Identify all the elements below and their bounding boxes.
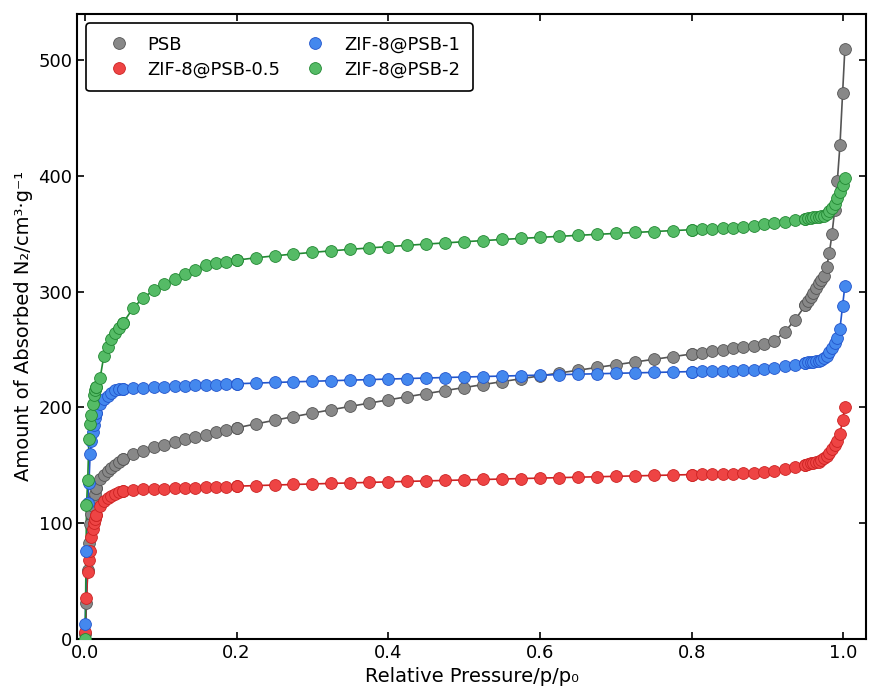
ZIF-8@PSB-2: [728, 223, 738, 232]
PSB: [780, 328, 790, 336]
ZIF-8@PSB-1: [728, 367, 738, 375]
ZIF-8@PSB-0.5: [80, 628, 91, 636]
ZIF-8@PSB-0.5: [86, 533, 97, 542]
Line: ZIF-8@PSB-2: ZIF-8@PSB-2: [79, 172, 851, 645]
ZIF-8@PSB-2: [80, 634, 91, 643]
ZIF-8@PSB-0.5: [728, 470, 738, 478]
ZIF-8@PSB-2: [780, 218, 790, 226]
Line: ZIF-8@PSB-0.5: ZIF-8@PSB-0.5: [79, 401, 851, 638]
ZIF-8@PSB-1: [80, 620, 91, 629]
ZIF-8@PSB-0.5: [99, 496, 109, 505]
PSB: [840, 44, 850, 52]
ZIF-8@PSB-0.5: [118, 486, 128, 495]
ZIF-8@PSB-2: [591, 230, 602, 239]
ZIF-8@PSB-1: [86, 436, 97, 445]
PSB: [86, 510, 97, 518]
PSB: [728, 344, 738, 353]
ZIF-8@PSB-0.5: [591, 473, 602, 481]
Line: ZIF-8@PSB-1: ZIF-8@PSB-1: [79, 280, 851, 630]
PSB: [99, 470, 109, 479]
ZIF-8@PSB-0.5: [840, 403, 850, 412]
ZIF-8@PSB-1: [99, 395, 109, 403]
ZIF-8@PSB-2: [840, 174, 850, 183]
PSB: [118, 455, 128, 463]
Y-axis label: Amount of Absorbed N₂/cm³·g⁻¹: Amount of Absorbed N₂/cm³·g⁻¹: [14, 172, 33, 482]
ZIF-8@PSB-2: [118, 319, 128, 328]
Legend: PSB, ZIF-8@PSB-0.5, ZIF-8@PSB-1, ZIF-8@PSB-2: PSB, ZIF-8@PSB-0.5, ZIF-8@PSB-1, ZIF-8@P…: [86, 23, 473, 92]
Line: PSB: PSB: [79, 43, 851, 640]
PSB: [80, 630, 91, 638]
ZIF-8@PSB-2: [99, 351, 109, 360]
ZIF-8@PSB-2: [86, 410, 97, 419]
ZIF-8@PSB-0.5: [780, 465, 790, 473]
ZIF-8@PSB-1: [118, 385, 128, 393]
ZIF-8@PSB-1: [591, 370, 602, 378]
ZIF-8@PSB-1: [840, 281, 850, 290]
ZIF-8@PSB-1: [780, 362, 790, 370]
PSB: [591, 363, 602, 372]
X-axis label: Relative Pressure/p/p₀: Relative Pressure/p/p₀: [364, 667, 579, 686]
